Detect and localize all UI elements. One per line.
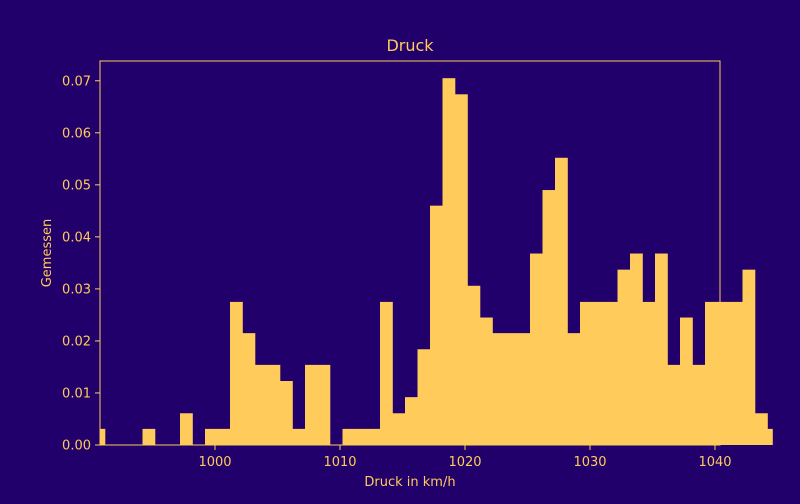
histogram-bar	[392, 413, 406, 445]
histogram-bar	[755, 413, 768, 445]
histogram-bar	[242, 333, 256, 445]
histogram-bar	[555, 157, 568, 445]
histogram-bar	[430, 205, 443, 445]
y-tick-label: 0.02	[62, 334, 91, 349]
histogram-bar	[280, 381, 293, 445]
histogram-bar	[317, 364, 331, 445]
histogram-bar	[567, 333, 581, 445]
histogram-bar	[292, 428, 306, 445]
histogram-bar	[467, 285, 481, 445]
x-tick-label: 1010	[323, 455, 356, 470]
histogram-bar	[380, 301, 393, 445]
histogram-bar	[255, 364, 268, 445]
histogram-bar	[592, 301, 606, 445]
histogram-bar	[492, 333, 506, 445]
histogram-bar	[455, 94, 468, 446]
histogram-bar	[405, 397, 418, 445]
histogram-bar	[542, 190, 556, 445]
histogram-bar	[342, 428, 356, 445]
histogram-bar	[655, 253, 668, 445]
histogram-bar	[580, 301, 593, 445]
histogram-bar	[705, 301, 718, 445]
histogram-bar	[530, 253, 543, 445]
y-tick-label: 0.07	[62, 74, 91, 89]
histogram-bar	[717, 301, 731, 445]
x-axis-ticks: 1000 1010 1020 1030 1040	[198, 445, 732, 470]
y-tick-label: 0.01	[62, 386, 91, 401]
x-tick-label: 1020	[448, 455, 481, 470]
histogram-bar	[667, 364, 681, 445]
histogram-bar	[230, 301, 243, 445]
histogram-bar	[630, 253, 643, 445]
histogram-bar	[142, 428, 156, 445]
histogram-bar	[367, 428, 381, 445]
histogram-bar	[480, 317, 493, 445]
histogram-bar	[205, 428, 218, 445]
plot-frame	[99, 60, 721, 446]
y-axis-label: Gemessen	[40, 219, 55, 288]
histogram-bar	[305, 364, 318, 445]
histogram-bar	[180, 413, 193, 445]
y-tick-label: 0.05	[62, 178, 91, 193]
histogram-bar	[730, 301, 743, 445]
histogram-bar	[680, 317, 693, 445]
histogram-bar	[217, 428, 231, 445]
bars-group	[100, 78, 773, 446]
y-tick-label: 0.00	[62, 439, 91, 454]
histogram-bar	[267, 364, 281, 445]
histogram-bar	[442, 78, 456, 446]
histogram-bar	[417, 349, 431, 445]
histogram-bar	[642, 301, 656, 445]
histogram-bar	[692, 364, 706, 445]
x-tick-label: 1000	[198, 455, 231, 470]
histogram-bar	[742, 269, 756, 445]
y-tick-label: 0.04	[62, 230, 91, 245]
chart-title: Druck	[386, 36, 434, 55]
histogram-bar	[100, 428, 106, 445]
x-tick-label: 1030	[573, 455, 606, 470]
histogram-bar	[617, 269, 631, 445]
histogram-bar	[355, 428, 368, 445]
y-tick-label: 0.03	[62, 282, 91, 297]
x-tick-label: 1040	[698, 455, 731, 470]
histogram-bar	[505, 333, 518, 445]
histogram-bar	[517, 333, 531, 445]
histogram-bar	[605, 301, 618, 445]
x-axis-label: Druck in km/h	[364, 475, 455, 490]
y-tick-label: 0.06	[62, 126, 91, 141]
y-axis-ticks: 0.00 0.01 0.02 0.03 0.04 0.05 0.06 0.07	[62, 74, 100, 454]
histogram-bar	[767, 428, 773, 445]
